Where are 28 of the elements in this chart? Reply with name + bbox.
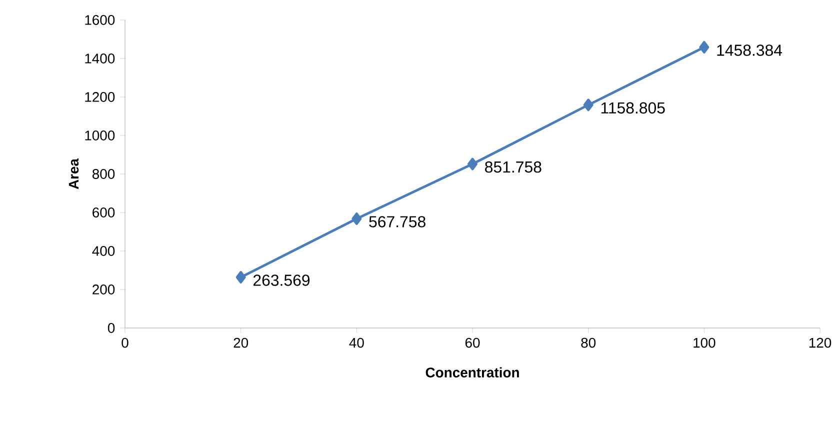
x-tick-label: 0 — [122, 338, 128, 348]
data-label: 1458.384 — [717, 44, 782, 56]
x-tick-label: 100 — [694, 338, 716, 348]
y-tick-label: 200 — [92, 284, 115, 294]
y-tick-label: 1400 — [85, 54, 115, 64]
y-tick-label: 0 — [108, 323, 115, 333]
y-tick-label: 1600 — [85, 15, 115, 25]
x-axis-title: Concentration — [426, 367, 519, 378]
data-label: 263.569 — [253, 274, 310, 286]
point — [468, 158, 478, 170]
point — [352, 212, 362, 225]
point — [236, 271, 246, 284]
data-label: 567.758 — [369, 216, 426, 228]
y-axis-title: Area — [68, 158, 79, 190]
point — [583, 98, 594, 112]
y-tick-label: 400 — [92, 246, 115, 256]
data-label: 851.758 — [485, 161, 542, 173]
y-tick-label: 1200 — [85, 92, 115, 102]
y-tick-label: 800 — [92, 169, 115, 179]
point — [699, 41, 710, 54]
x-tick-label: 80 — [581, 338, 596, 348]
y-tick-label: 1000 — [85, 130, 115, 140]
x-tick-label: 120 — [809, 338, 832, 348]
data-label: 1158.805 — [601, 102, 665, 114]
x-tick-label: 60 — [465, 338, 480, 348]
x-tick-label: 40 — [349, 338, 364, 348]
x-tick-label: 20 — [234, 338, 248, 348]
y-tick-label: 600 — [92, 208, 115, 218]
